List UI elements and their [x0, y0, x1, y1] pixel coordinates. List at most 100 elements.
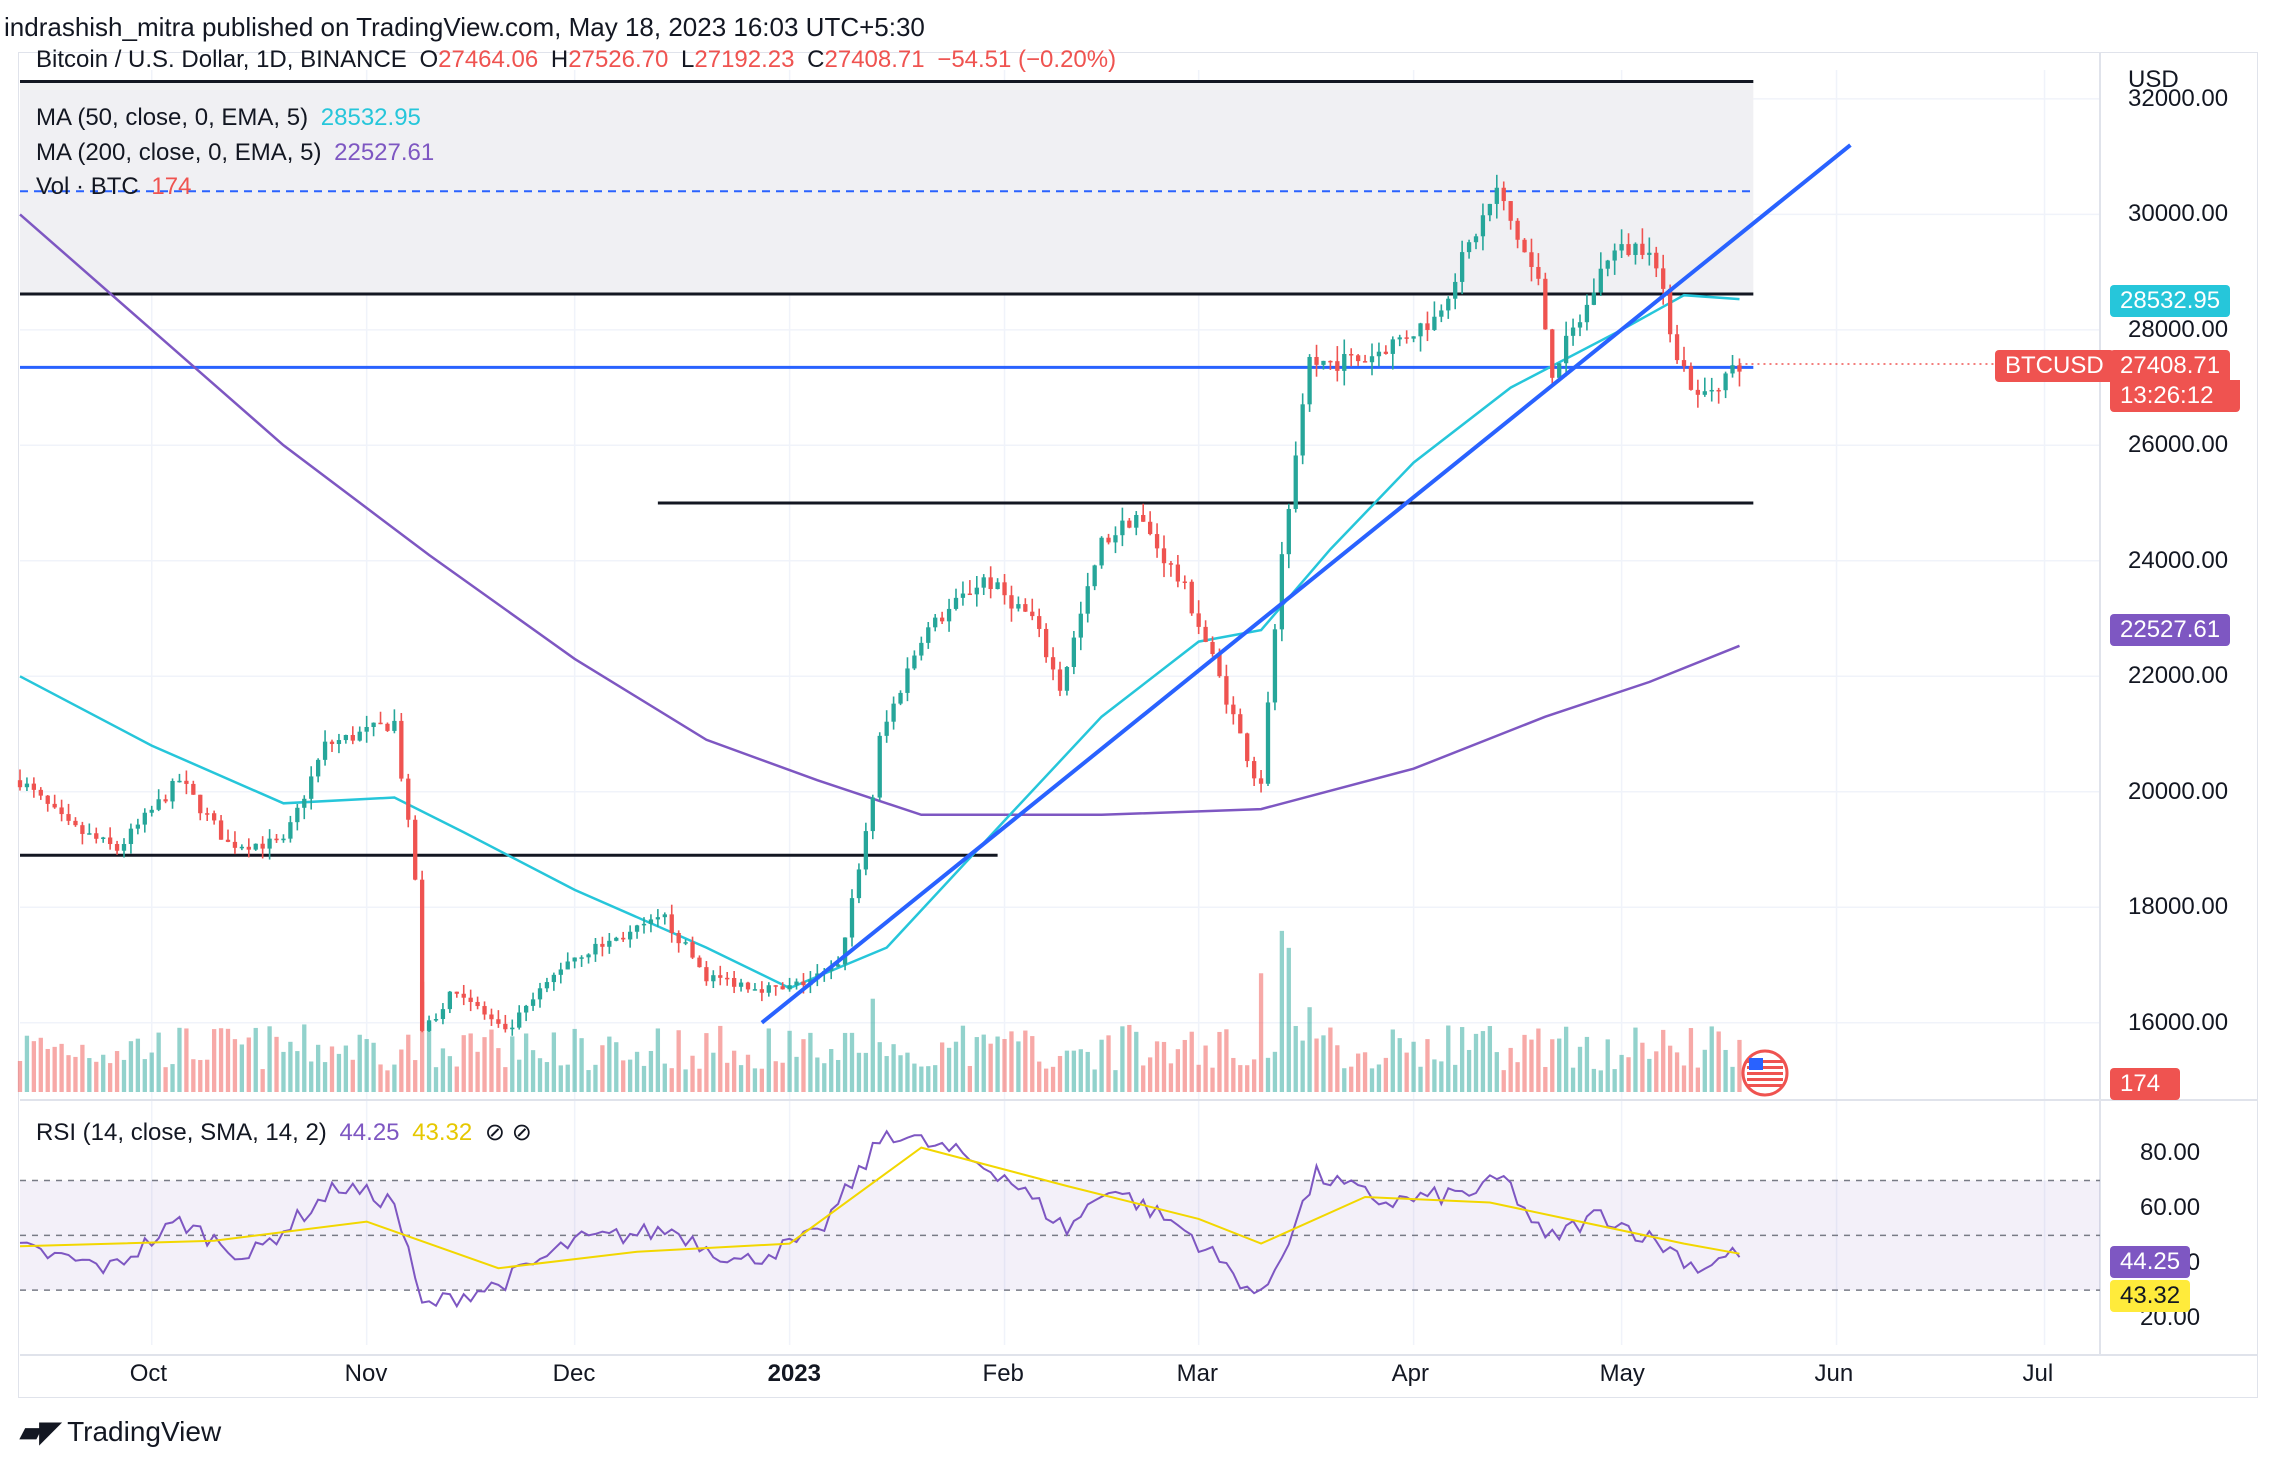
- candle-body: [1085, 586, 1090, 614]
- volume-bar: [1037, 1061, 1042, 1092]
- candle-body: [1030, 611, 1035, 617]
- candle-body: [1459, 252, 1465, 282]
- volume-bar: [1404, 1052, 1409, 1092]
- candle-body: [475, 1001, 480, 1007]
- volume-bar: [1078, 1049, 1083, 1092]
- volume-bar: [662, 1063, 667, 1092]
- volume-bar: [1342, 1068, 1347, 1092]
- volume-bar: [1418, 1066, 1423, 1092]
- ma50-price-badge: 28532.95: [2110, 285, 2231, 317]
- candle-body: [1494, 187, 1499, 204]
- candle-body: [1078, 613, 1083, 638]
- candle-body: [1397, 337, 1402, 340]
- candle-body: [205, 813, 210, 815]
- volume-bar: [274, 1036, 279, 1092]
- price-tick-label: 24000.00: [2128, 546, 2229, 574]
- candle-body: [634, 925, 640, 932]
- candle-body: [1654, 252, 1659, 269]
- volume-bar: [697, 1068, 702, 1092]
- candle-body: [1196, 613, 1201, 627]
- candle-body: [946, 608, 952, 622]
- price-tick-label: 18000.00: [2128, 893, 2229, 921]
- candle-body: [1092, 565, 1097, 587]
- volume-bar: [898, 1055, 903, 1092]
- candle-body: [1577, 322, 1583, 328]
- volume-bar: [184, 1028, 189, 1092]
- candle-body: [87, 833, 92, 835]
- candle-body: [66, 814, 71, 821]
- volume-bar: [1626, 1057, 1631, 1092]
- volume-bar: [1390, 1029, 1395, 1092]
- candle-body: [1376, 351, 1382, 357]
- volume-bars: [17, 930, 1742, 1092]
- volume-bar: [523, 1033, 529, 1092]
- volume-bar: [1293, 1025, 1298, 1092]
- candle-body: [392, 720, 397, 731]
- candle-body: [1369, 356, 1375, 363]
- volume-bar: [683, 1069, 688, 1092]
- footer-brand[interactable]: ▰◤ TradingView: [20, 1415, 221, 1448]
- volume-bar: [1168, 1063, 1174, 1092]
- volume-bar: [440, 1048, 446, 1092]
- legend-rsi-hidden-icons[interactable]: ⊘ ⊘: [484, 1119, 532, 1146]
- legend-change: −54.51 (−0.20%): [937, 46, 1117, 73]
- candle-body: [718, 975, 723, 978]
- volume-bar: [1161, 1041, 1167, 1092]
- candle-body: [752, 989, 758, 991]
- candle-body: [426, 1020, 432, 1031]
- volume-bar: [1224, 1029, 1229, 1092]
- legend-rsi-row: RSI (14, close, SMA, 14, 2) 44.25 43.32 …: [36, 1118, 538, 1147]
- volume-bar: [107, 1063, 113, 1092]
- candle-body: [1113, 535, 1118, 543]
- last-price-badge: 27408.71: [2110, 350, 2231, 382]
- volume-bar: [357, 1034, 362, 1092]
- flag-icon: [1741, 1049, 1789, 1097]
- price-tick-label: 26000.00: [2128, 431, 2229, 459]
- candle-body: [1404, 337, 1409, 339]
- volume-bar: [738, 1065, 744, 1092]
- volume-bar: [863, 1052, 869, 1092]
- legend-ma50-label: MA (50, close, 0, EMA, 5): [36, 104, 309, 131]
- candle-body: [149, 809, 154, 813]
- volume-bar: [309, 1061, 314, 1092]
- candle-body: [274, 838, 279, 841]
- volume-bar: [718, 1025, 723, 1092]
- volume-bar: [1127, 1024, 1132, 1092]
- candle-body: [357, 731, 362, 741]
- volume-bar: [1716, 1031, 1721, 1092]
- candle-body: [1203, 626, 1208, 642]
- volume-bar: [1099, 1039, 1104, 1092]
- volume-bar: [704, 1033, 709, 1092]
- candle-body: [530, 999, 536, 1006]
- volume-bar: [766, 1028, 771, 1092]
- candle-body: [114, 844, 120, 851]
- candle-body: [731, 978, 737, 987]
- volume-bar: [995, 1036, 1000, 1092]
- candle-body: [1050, 657, 1056, 670]
- candle-body: [1480, 215, 1486, 237]
- volume-bar: [364, 1039, 369, 1092]
- volume-bar: [1473, 1033, 1479, 1092]
- candle-body: [447, 991, 453, 1010]
- candle-body: [107, 837, 113, 845]
- candle-body: [1265, 702, 1271, 784]
- candle-body: [156, 799, 161, 810]
- volume-bar: [1591, 1068, 1597, 1092]
- candle-body: [607, 940, 612, 947]
- volume-bar: [1141, 1065, 1146, 1092]
- volume-bar: [246, 1037, 251, 1092]
- legend-volume-label: Vol · BTC: [36, 173, 139, 200]
- candle-body: [565, 961, 570, 970]
- volume-bar: [385, 1070, 390, 1092]
- candle-body: [378, 722, 383, 725]
- volume-bar: [1501, 1070, 1506, 1092]
- volume-bar: [829, 1049, 834, 1092]
- volume-bar: [773, 1061, 778, 1092]
- candle-body: [967, 593, 973, 596]
- volume-bar: [413, 1060, 418, 1092]
- candle-body: [329, 741, 335, 745]
- candle-body: [1425, 323, 1430, 330]
- candle-body: [1342, 354, 1347, 371]
- volume-bar: [676, 1030, 681, 1092]
